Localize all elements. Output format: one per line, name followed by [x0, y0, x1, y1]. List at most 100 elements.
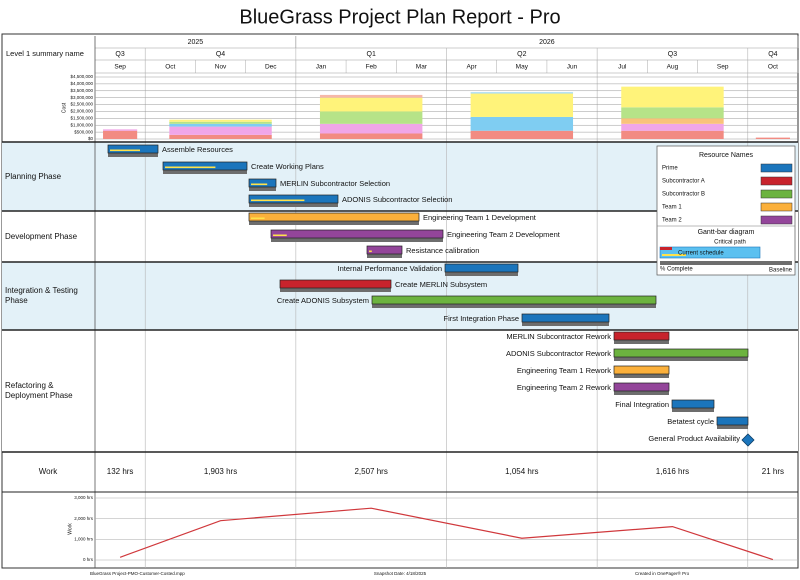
cost-segment	[621, 86, 724, 108]
month-label: Sep	[114, 64, 126, 71]
month-label: Jul	[618, 64, 627, 71]
phase-label: Development Phase	[5, 231, 78, 241]
baseline-bar	[372, 304, 656, 308]
cost-segment	[319, 133, 423, 139]
month-label: Feb	[366, 64, 378, 71]
legend-current: Current schedule	[678, 251, 724, 257]
baseline-bar	[672, 408, 714, 412]
legend-progress	[662, 254, 686, 256]
legend-baseline-bar	[660, 261, 792, 265]
legend-swatch	[760, 189, 793, 199]
task-bar	[366, 245, 403, 255]
legend-swatch	[760, 215, 793, 225]
task-label: General Product Availability	[648, 434, 740, 443]
cost-segment	[470, 92, 574, 94]
legend-name: Team 2	[662, 218, 682, 224]
progress-stripe	[251, 183, 268, 186]
cost-tick-label: $3,500,000	[70, 88, 93, 93]
legend-name: Subcontractor A	[662, 179, 705, 185]
task-bar	[371, 295, 657, 305]
task-bar	[162, 161, 248, 171]
work-tick-label: 1,000 hrs	[74, 537, 94, 542]
footer-snapshot: Snapshot Date: 4/18/2025	[374, 571, 427, 576]
cost-segment	[103, 130, 138, 139]
baseline-bar	[108, 153, 158, 157]
month-label: Jan	[316, 64, 327, 71]
cost-segment	[319, 97, 423, 112]
legend-name: Subcontractor B	[662, 192, 705, 198]
cost-segment	[103, 129, 138, 131]
task-bar	[279, 279, 392, 289]
task-label: Assemble Resources	[162, 145, 233, 154]
work-tick-label: 2,000 hrs	[74, 516, 94, 521]
cost-segment	[621, 130, 724, 139]
legend-critical-mark	[660, 247, 672, 250]
cost-tick-label: $4,000,000	[70, 81, 93, 86]
month-label: Jun	[567, 64, 578, 71]
phase-label: Refactoring & Deployment Phase	[5, 381, 73, 400]
task-bar	[444, 263, 519, 273]
task-bar	[613, 382, 670, 392]
progress-stripe	[369, 250, 372, 253]
progress-stripe	[251, 217, 265, 220]
task-label: ADONIS Subcontractor Rework	[506, 349, 611, 358]
cost-tick-label: $1,500,000	[70, 116, 93, 121]
work-value-label: 1,616 hrs	[656, 467, 689, 476]
month-label: Sep	[717, 64, 729, 71]
baseline-bar	[717, 425, 748, 429]
task-bar	[107, 144, 159, 154]
cost-segment	[470, 130, 574, 139]
cost-segment	[470, 116, 574, 131]
cost-tick-label: $1,000,000	[70, 122, 93, 127]
legend-swatch	[760, 202, 793, 212]
cost-tick-label: $0	[88, 136, 94, 141]
legend-complete: % Complete	[660, 267, 693, 273]
task-label: Create Working Plans	[251, 162, 324, 171]
baseline-bar	[614, 340, 669, 344]
task-bar	[248, 212, 420, 222]
task-label: Final Integration	[615, 400, 669, 409]
quarter-label: Q3	[668, 51, 677, 58]
task-label: Engineering Team 1 Development	[423, 213, 537, 222]
task-label: Engineering Team 2 Rework	[517, 383, 611, 392]
quarter-label: Q3	[115, 51, 124, 58]
work-value-label: 1,054 hrs	[505, 467, 538, 476]
row-header: Level 1 summary name	[6, 49, 84, 58]
task-label: MERLIN Subcontractor Rework	[506, 332, 611, 341]
task-label: Engineering Team 2 Development	[447, 230, 561, 239]
baseline-bar	[522, 322, 609, 326]
month-label: Oct	[165, 64, 175, 71]
month-label: Nov	[215, 64, 227, 71]
year-label: 2026	[539, 39, 555, 46]
task-label: Betatest cycle	[667, 417, 714, 426]
cost-segment	[169, 121, 272, 124]
baseline-bar	[614, 391, 669, 395]
progress-stripe	[165, 166, 216, 169]
work-value-label: 1,903 hrs	[204, 467, 237, 476]
cost-segment	[621, 107, 724, 119]
cost-tick-label: $500,000	[74, 129, 93, 134]
baseline-bar	[249, 221, 419, 225]
work-value-label: 21 hrs	[762, 467, 784, 476]
work-line	[119, 507, 774, 561]
progress-stripe	[251, 199, 305, 202]
phase-label: Planning Phase	[5, 171, 62, 181]
month-label: Dec	[265, 64, 277, 71]
cost-segment	[621, 118, 724, 124]
cost-tick-label: $3,000,000	[70, 95, 93, 100]
legend-baseline: Baseline	[769, 268, 793, 274]
legend-critical: Critical path	[714, 240, 746, 246]
progress-stripe	[110, 149, 140, 152]
month-label: Mar	[416, 64, 428, 71]
progress-stripe	[273, 234, 287, 237]
quarter-label: Q4	[768, 51, 777, 58]
baseline-bar	[280, 288, 391, 292]
cost-segment	[755, 137, 790, 139]
month-label: Apr	[467, 64, 478, 71]
task-label: Create MERLIN Subsystem	[395, 280, 487, 289]
baseline-bar	[367, 254, 402, 258]
work-axis-label: Work	[67, 523, 73, 535]
quarter-label: Q4	[216, 51, 225, 58]
task-label: First Integration Phase	[444, 314, 519, 323]
